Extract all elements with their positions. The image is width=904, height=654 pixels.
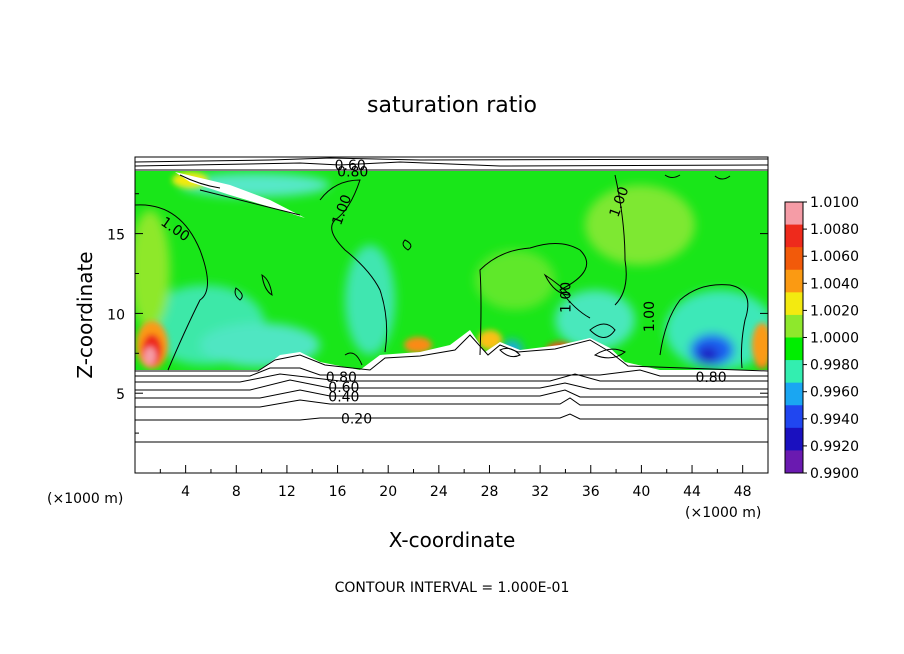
lime-zone-mid xyxy=(475,250,555,310)
unsaturated-lower-region xyxy=(135,330,768,473)
x-tick-label: 8 xyxy=(232,484,241,500)
colorbar-swatch xyxy=(785,360,803,384)
upper-debris xyxy=(175,172,305,218)
x-axis-unit: (×1000 m) xyxy=(685,505,761,521)
contour-line xyxy=(135,413,768,421)
x-tick-label: 4 xyxy=(181,484,190,500)
contour-label: 0.80 xyxy=(695,370,726,386)
x-tick-label: 40 xyxy=(632,484,650,500)
x-tick-label: 48 xyxy=(734,484,752,500)
contour-line xyxy=(135,373,768,383)
colorbar-swatch xyxy=(785,337,803,361)
contour-line xyxy=(234,287,243,301)
contour-interval-note: CONTOUR INTERVAL = 1.000E-01 xyxy=(335,580,570,596)
colorbar-swatch xyxy=(785,292,803,316)
contour-line xyxy=(135,367,768,377)
x-axis-label: X-coordinate xyxy=(389,528,516,552)
colorbar-swatch xyxy=(785,202,803,226)
contour-line xyxy=(479,243,591,356)
contour-line xyxy=(664,174,681,178)
warm-zone-right-orange xyxy=(752,323,768,367)
cyan-zone-top xyxy=(180,173,330,197)
y-axis-ticks: 5 10 15 xyxy=(107,193,768,434)
saturation-field xyxy=(135,157,768,473)
warm-zone-28 xyxy=(404,337,432,353)
contour-line xyxy=(659,284,749,369)
navy-zone-right xyxy=(698,347,718,363)
contour-line xyxy=(135,389,768,399)
y-tick-label: 15 xyxy=(107,228,125,244)
contour-line xyxy=(135,379,768,391)
colorbar-swatch xyxy=(785,224,803,248)
contour-label: 0.20 xyxy=(341,412,372,428)
contour-line xyxy=(135,161,768,167)
colorbar-swatch xyxy=(785,247,803,271)
y-tick-label: 10 xyxy=(107,307,125,323)
contour-line xyxy=(714,175,731,180)
contour-lines xyxy=(135,157,768,443)
contour-label: 1.00 xyxy=(642,301,658,332)
colorbar-swatch xyxy=(785,405,803,429)
colorbar-label: 0.9980 xyxy=(810,358,859,374)
colorbar-label: 1.0080 xyxy=(810,222,859,238)
lime-zone-left xyxy=(135,210,170,330)
colorbar-label: 0.9940 xyxy=(810,412,859,428)
contour-line xyxy=(589,323,616,338)
colorbar: 1.0100 1.0080 1.0060 1.0040 1.0020 1.0000 0.99… xyxy=(784,195,859,482)
lime-zone-right xyxy=(585,185,695,265)
contour-line xyxy=(543,273,572,296)
contour-label: 1.00 xyxy=(558,282,574,313)
contour-line xyxy=(593,348,626,359)
y-axis-label: Z-coordinate xyxy=(73,251,97,378)
colorbar-swatch xyxy=(785,450,803,474)
x-tick-label: 32 xyxy=(531,484,549,500)
colorbar-label: 1.0020 xyxy=(810,303,859,319)
contour-line xyxy=(199,189,301,216)
contour-line xyxy=(261,274,273,296)
x-tick-label: 16 xyxy=(329,484,347,500)
contour-label: 0.80 xyxy=(326,370,357,386)
x-tick-label: 12 xyxy=(278,484,296,500)
contour-line xyxy=(135,204,208,371)
colorbar-swatch xyxy=(785,382,803,406)
contour-line xyxy=(135,157,768,163)
contour-line xyxy=(402,239,412,251)
y-axis-unit: (×1000 m) xyxy=(47,491,123,507)
contour-line xyxy=(135,397,768,408)
x-tick-label: 44 xyxy=(683,484,701,500)
contour-line xyxy=(319,179,388,353)
x-tick-label: 28 xyxy=(481,484,499,500)
contour-line xyxy=(614,174,627,306)
x-axis-ticks: 4 8 12 16 20 24 28 32 36 40 44 48 xyxy=(159,465,752,500)
contour-line xyxy=(499,347,521,358)
colorbar-label: 0.9900 xyxy=(810,466,859,482)
x-tick-label: 36 xyxy=(582,484,600,500)
chart-title: saturation ratio xyxy=(367,93,537,118)
plot-frame xyxy=(134,156,769,474)
plot-area: 0.600.801.001.001.001.001.000.800.600.40… xyxy=(135,157,768,473)
colorbar-label: 0.9920 xyxy=(810,439,859,455)
x-tick-label: 24 xyxy=(430,484,448,500)
contour-line xyxy=(135,334,768,372)
contour-line xyxy=(344,352,363,366)
colorbar-label: 1.0060 xyxy=(810,249,859,265)
cyan-zone-mid xyxy=(345,245,395,355)
colorbar-label: 1.0040 xyxy=(810,276,859,292)
colorbar-label: 1.0000 xyxy=(810,331,859,347)
contour-label: 0.60 xyxy=(328,380,359,396)
colorbar-label: 1.0100 xyxy=(810,195,859,211)
warm-zone-left-pink xyxy=(144,347,156,365)
contour-label: 0.80 xyxy=(337,164,368,180)
colorbar-swatch xyxy=(785,269,803,293)
colorbar-swatch xyxy=(785,427,803,451)
contour-label: 0.40 xyxy=(328,389,359,405)
colorbar-label: 0.9960 xyxy=(810,385,859,401)
colorbar-swatch xyxy=(785,314,803,338)
contour-line xyxy=(179,174,221,189)
contour-label: 0.60 xyxy=(335,158,366,174)
y-tick-label: 5 xyxy=(116,387,125,403)
x-tick-label: 20 xyxy=(379,484,397,500)
